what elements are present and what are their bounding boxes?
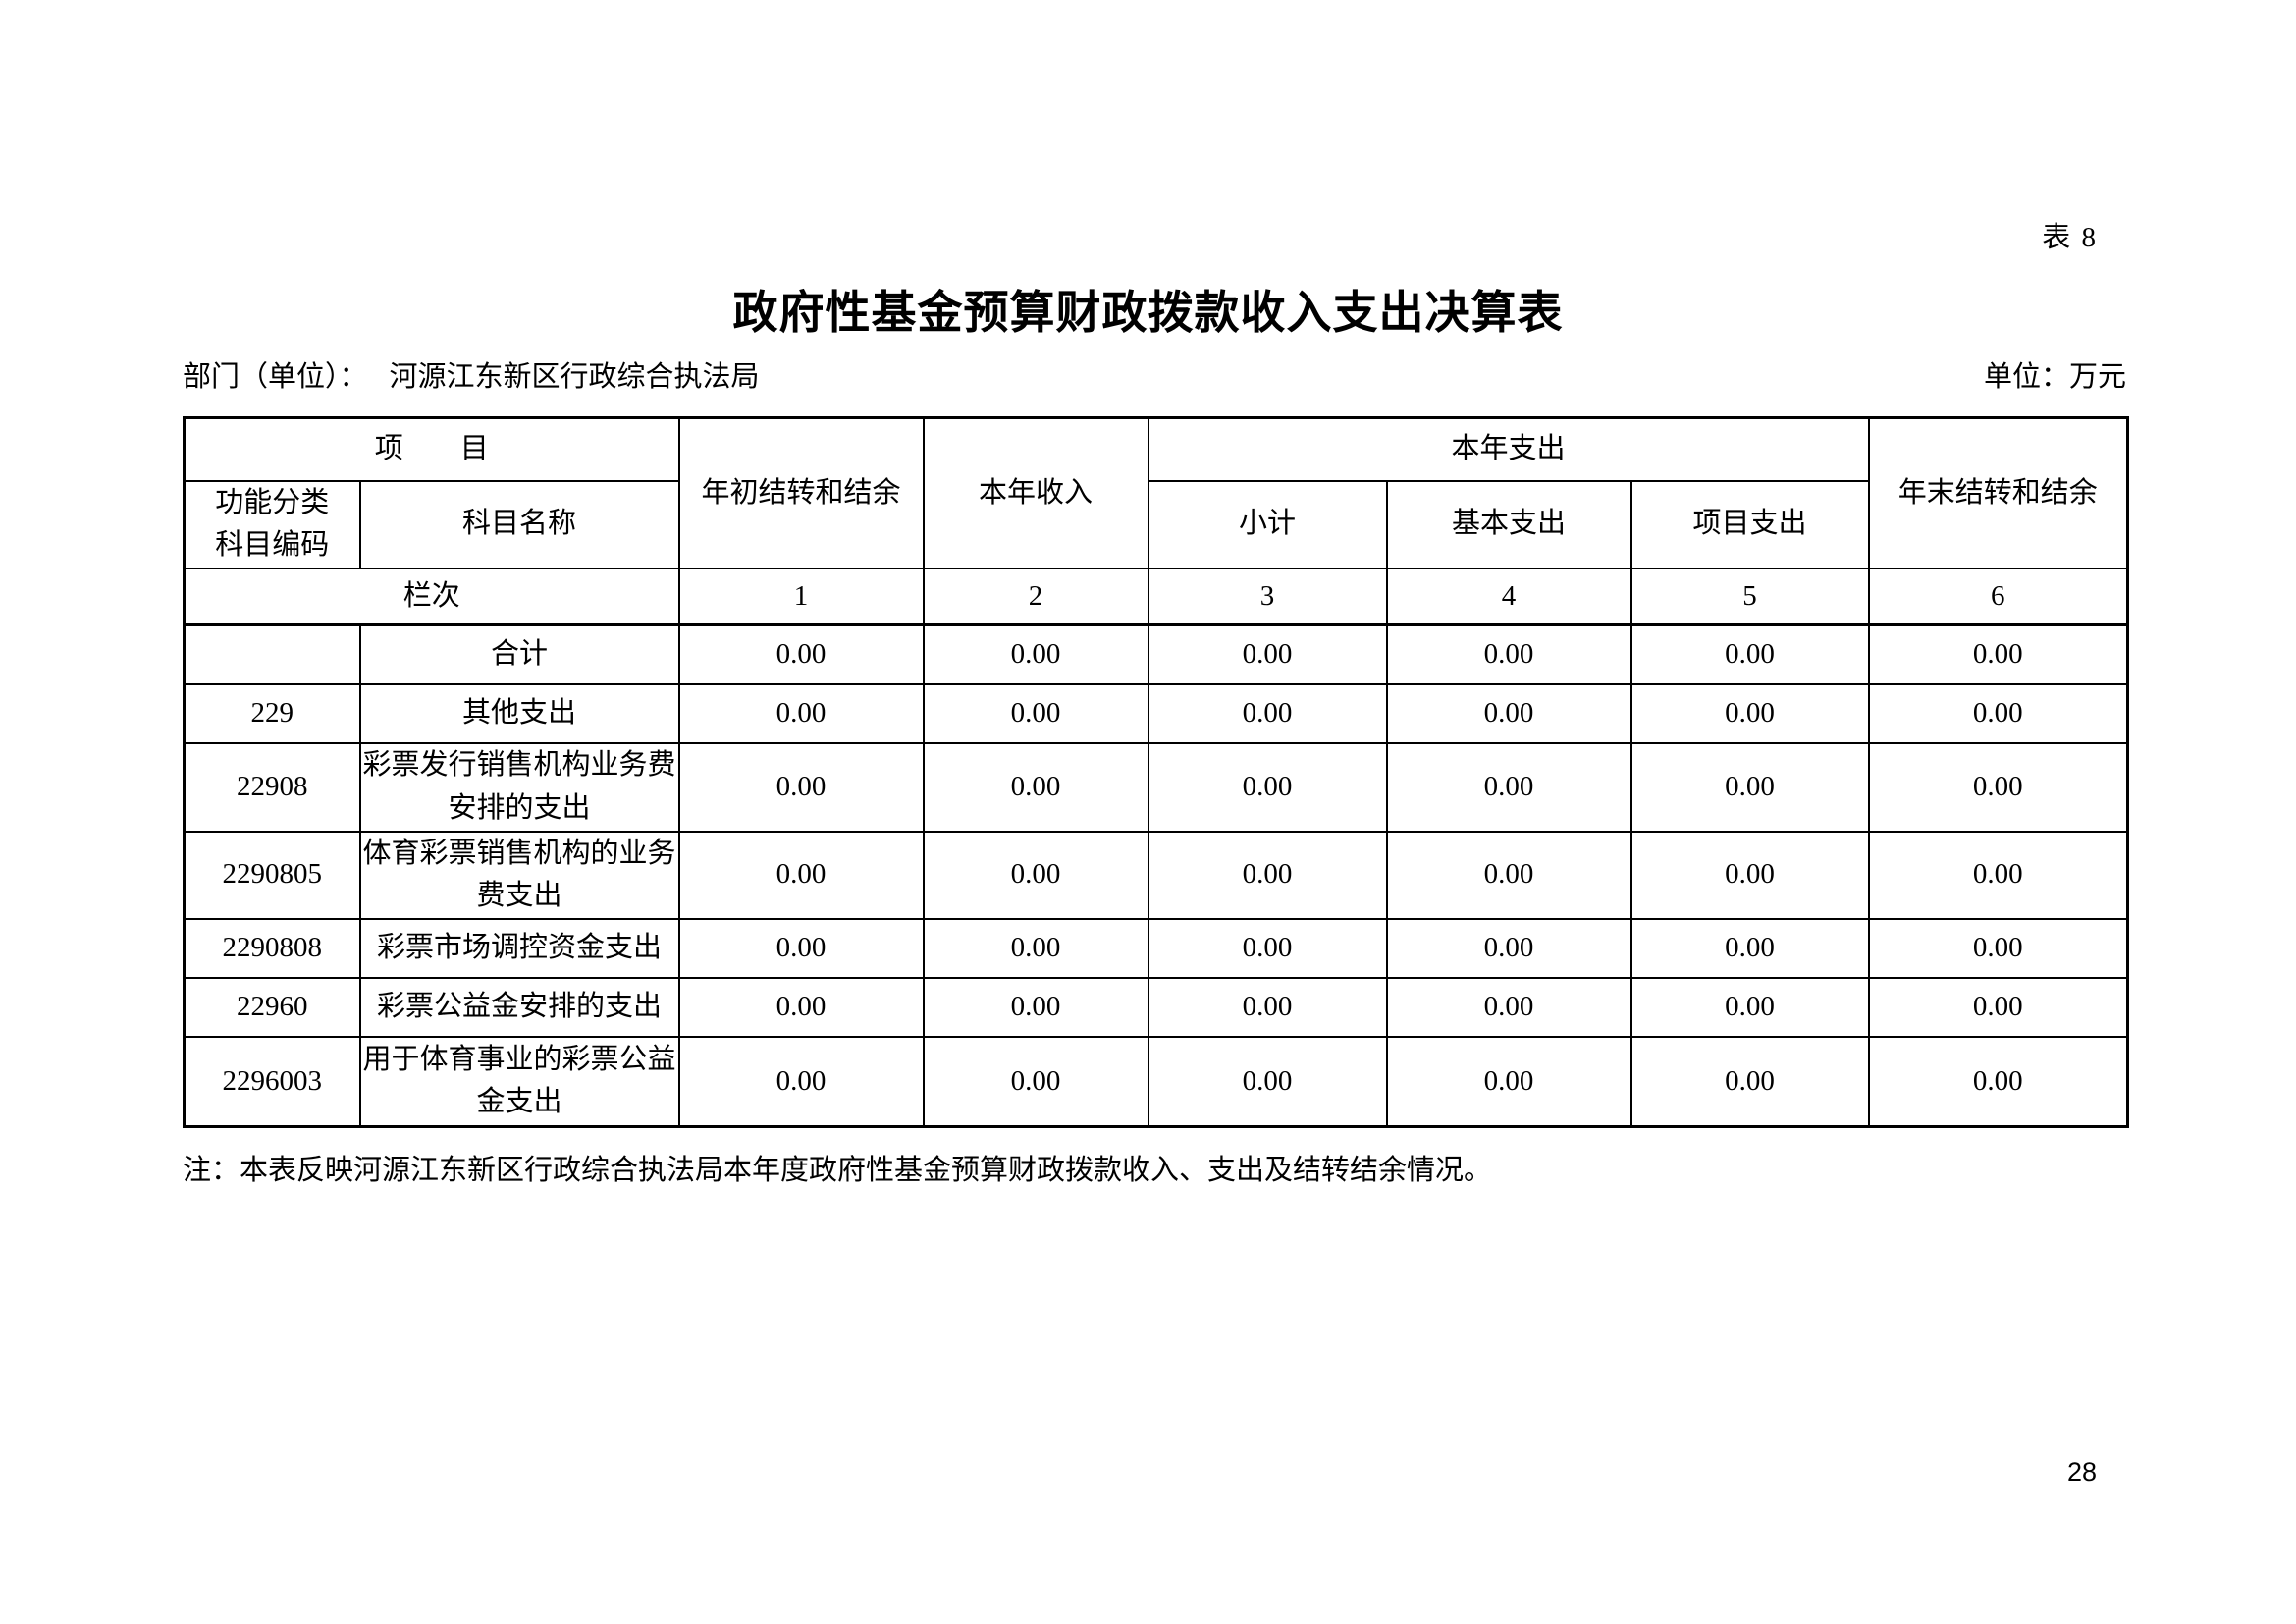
table-row: 22908 彩票发行销售机构业务费安排的支出 0.00 0.00 0.00 0.… [183, 741, 2129, 833]
table-row: 2290805 体育彩票销售机构的业务费支出 0.00 0.00 0.00 0.… [183, 830, 2129, 920]
value-cell: 0.00 [1629, 830, 1870, 920]
department-label: 部门（单位）： [183, 361, 368, 393]
header-row-2: 功能分类 科目编码 科目名称 小计 基本支出 项目支出 [183, 479, 2128, 569]
value-cell: 0.00 [1147, 830, 1388, 920]
value-cell: 0.00 [1385, 682, 1632, 744]
header-project-expense: 项目支出 [1629, 479, 1870, 569]
header-begin-balance: 年初结转和结余 [677, 416, 925, 569]
value-cell: 0.00 [1147, 976, 1388, 1038]
name-cell: 彩票市场调控资金支出 [358, 917, 680, 979]
header-subject-name: 科目名称 [358, 479, 680, 569]
value-cell: 0.00 [1867, 830, 2129, 920]
value-cell: 0.00 [922, 623, 1149, 685]
page-number: 28 [2067, 1457, 2098, 1487]
unit-label: 单位：万元 [1983, 361, 2126, 393]
table-row: 229 其他支出 0.00 0.00 0.00 0.00 0.00 0.00 [183, 682, 2129, 744]
value-cell: 0.00 [1385, 830, 1632, 920]
value-cell: 0.00 [677, 917, 925, 979]
value-cell: 0.00 [1867, 741, 2129, 833]
table-row-total: 合计 0.00 0.00 0.00 0.00 0.00 0.00 [183, 623, 2129, 685]
code-cell: 229 [183, 682, 361, 744]
column-index-label: 栏次 [183, 567, 680, 626]
value-cell: 0.00 [1385, 741, 1632, 833]
code-cell: 22960 [183, 976, 361, 1038]
department-line: 部门（单位）： 河源江东新区行政综合执法局 [183, 353, 760, 395]
column-index-4: 4 [1385, 567, 1632, 626]
value-cell: 0.00 [1867, 1035, 2129, 1128]
value-cell: 0.00 [1629, 976, 1870, 1038]
value-cell: 0.00 [1629, 682, 1870, 744]
budget-table: 项 目 年初结转和结余 本年收入 本年支出 年末结转和结余 功能分类 科目编码 … [183, 416, 2130, 1128]
code-cell: 2290808 [183, 917, 361, 979]
value-cell: 0.00 [677, 1035, 925, 1128]
column-index-5: 5 [1629, 567, 1870, 626]
meta-row: 部门（单位）： 河源江东新区行政综合执法局 单位：万元 [183, 353, 2126, 395]
column-index-row: 栏次 1 2 3 4 5 6 [183, 567, 2129, 626]
code-cell: 2290805 [183, 830, 361, 920]
value-cell: 0.00 [1385, 623, 1632, 685]
code-cell [183, 623, 361, 685]
value-cell: 0.00 [1629, 1035, 1870, 1128]
header-function-code: 功能分类 科目编码 [183, 479, 361, 569]
name-cell: 其他支出 [358, 682, 680, 744]
value-cell: 0.00 [677, 741, 925, 833]
footnote: 注：本表反映河源江东新区行政综合执法局本年度政府性基金预算财政拨款收入、支出及结… [183, 1155, 1493, 1186]
value-cell: 0.00 [677, 830, 925, 920]
value-cell: 0.00 [1867, 976, 2129, 1038]
header-project: 项 目 [183, 416, 680, 482]
table-row: 22960 彩票公益金安排的支出 0.00 0.00 0.00 0.00 0.0… [183, 976, 2129, 1038]
column-index-2: 2 [922, 567, 1149, 626]
value-cell: 0.00 [1867, 682, 2129, 744]
header-row-1: 项 目 年初结转和结余 本年收入 本年支出 年末结转和结余 [183, 416, 2129, 569]
value-cell: 0.00 [1147, 917, 1388, 979]
value-cell: 0.00 [1385, 976, 1632, 1038]
value-cell: 0.00 [922, 917, 1149, 979]
value-cell: 0.00 [1147, 682, 1388, 744]
department-value: 河源江东新区行政综合执法局 [389, 361, 760, 393]
value-cell: 0.00 [1147, 623, 1388, 685]
code-cell: 22908 [183, 741, 361, 833]
value-cell: 0.00 [922, 741, 1149, 833]
header-year-income: 本年收入 [922, 416, 1149, 569]
value-cell: 0.00 [922, 976, 1149, 1038]
value-cell: 0.00 [1629, 741, 1870, 833]
column-index-3: 3 [1147, 567, 1388, 626]
table-row: 2296003 用于体育事业的彩票公益金支出 0.00 0.00 0.00 0.… [183, 1035, 2129, 1128]
value-cell: 0.00 [1147, 1035, 1388, 1128]
value-cell: 0.00 [677, 623, 925, 685]
table-row: 2290808 彩票市场调控资金支出 0.00 0.00 0.00 0.00 0… [183, 917, 2129, 979]
name-cell: 彩票公益金安排的支出 [358, 976, 680, 1038]
header-basic-expense: 基本支出 [1385, 479, 1632, 569]
page-title: 政府性基金预算财政拨款收入支出决算表 [732, 288, 1564, 338]
value-cell: 0.00 [1385, 917, 1632, 979]
header-year-expense: 本年支出 [1147, 416, 1870, 482]
value-cell: 0.00 [922, 1035, 1149, 1128]
name-cell: 用于体育事业的彩票公益金支出 [358, 1035, 680, 1128]
name-cell: 合计 [358, 623, 680, 685]
table-number-label: 表 8 [2042, 222, 2098, 253]
header-end-balance: 年末结转和结余 [1867, 416, 2129, 569]
value-cell: 0.00 [922, 682, 1149, 744]
value-cell: 0.00 [1867, 917, 2129, 979]
column-index-6: 6 [1867, 567, 2129, 626]
value-cell: 0.00 [1385, 1035, 1632, 1128]
value-cell: 0.00 [677, 976, 925, 1038]
value-cell: 0.00 [677, 682, 925, 744]
value-cell: 0.00 [1629, 917, 1870, 979]
value-cell: 0.00 [1147, 741, 1388, 833]
name-cell: 彩票发行销售机构业务费安排的支出 [358, 741, 680, 833]
header-subtotal: 小计 [1147, 479, 1388, 569]
value-cell: 0.00 [1629, 623, 1870, 685]
column-index-1: 1 [677, 567, 925, 626]
code-cell: 2296003 [183, 1035, 361, 1128]
value-cell: 0.00 [1867, 623, 2129, 685]
name-cell: 体育彩票销售机构的业务费支出 [358, 830, 680, 920]
value-cell: 0.00 [922, 830, 1149, 920]
